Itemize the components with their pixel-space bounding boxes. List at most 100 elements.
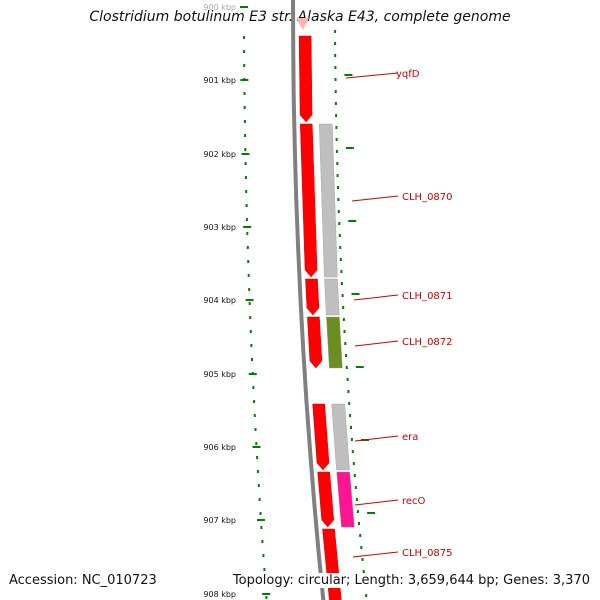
- tick-mark: [340, 270, 343, 273]
- gene-arrow: [298, 35, 313, 123]
- tick-mark: [341, 294, 344, 297]
- gene-arrow: [307, 316, 323, 369]
- gene-label: CLH_0872: [402, 337, 453, 348]
- ruler-label: 908 kbp: [203, 590, 236, 599]
- gene-label: era: [402, 432, 418, 443]
- gene-arrow: [322, 528, 342, 600]
- ruler-label: 904 kbp: [203, 296, 236, 305]
- tick-mark: [358, 522, 360, 525]
- tick-mark: [350, 426, 352, 429]
- gene-label: CLH_0870: [402, 192, 453, 203]
- tick-mark: [356, 510, 359, 513]
- ruler-label: 901 kbp: [203, 76, 236, 85]
- ruler-dash: [245, 299, 254, 301]
- tick-mark: [243, 92, 246, 95]
- cds-block-gray: [324, 278, 340, 316]
- ruler-dash: [243, 226, 252, 228]
- tick-mark: [243, 64, 246, 67]
- cds-block-pink: [336, 471, 355, 528]
- gene-arrow: [312, 403, 330, 471]
- ruler-dash: [256, 519, 265, 521]
- ruler-dash: [240, 79, 249, 81]
- tick-mark: [248, 288, 251, 291]
- tick-mark: [261, 540, 264, 543]
- gene-label: yqfD: [396, 69, 420, 80]
- ruler-label: 903 kbp: [203, 223, 236, 232]
- gene-label: CLH_0871: [402, 291, 453, 302]
- tick-mark: [247, 274, 250, 277]
- tick-mark: [355, 498, 358, 501]
- tick-mark-major: [355, 366, 364, 368]
- gene-arrow: [317, 471, 334, 528]
- tick-mark: [253, 414, 256, 417]
- tick-mark: [342, 318, 345, 321]
- tick-mark: [346, 378, 349, 381]
- ruler-dash: [252, 446, 261, 448]
- tick-mark: [250, 344, 253, 347]
- tick-mark: [352, 462, 355, 465]
- tick-mark: [244, 148, 247, 151]
- tick-mark: [243, 36, 246, 39]
- tick-mark-major: [367, 512, 376, 514]
- gene-label: CLH_0875: [402, 548, 453, 559]
- tick-mark: [360, 546, 363, 549]
- label-leader: [352, 551, 399, 558]
- tick-mark: [335, 126, 338, 129]
- tick-mark: [335, 150, 338, 153]
- label-leader: [353, 294, 399, 301]
- tick-mark: [337, 186, 339, 189]
- backbone-arc: [291, 0, 326, 600]
- tick-mark: [247, 260, 250, 263]
- tick-mark-major: [351, 293, 360, 295]
- ruler-label: 900 kbp: [203, 3, 236, 12]
- tick-mark: [365, 594, 368, 597]
- tick-mark: [249, 316, 252, 319]
- accession-text: Accession: NC_010723: [9, 573, 157, 588]
- tick-mark: [335, 114, 338, 117]
- label-leader: [354, 499, 399, 506]
- tick-mark-major: [344, 74, 353, 76]
- genome-title: Clostridium botulinum E3 str. Alaska E43…: [89, 9, 511, 25]
- tick-mark: [334, 42, 337, 45]
- tick-mark: [248, 302, 251, 305]
- position-ruler: 900 kbp 901 kbp 902 kbp 903 kbp 904 kbp 905 k…: [203, 3, 271, 599]
- tick-mark: [260, 526, 263, 529]
- tick-mark-major: [345, 147, 354, 149]
- tick-mark: [335, 138, 338, 141]
- tick-mark: [265, 596, 268, 599]
- tick-mark: [243, 106, 246, 109]
- tick-mark: [336, 174, 339, 177]
- tick-mark: [246, 232, 249, 235]
- tick-mark: [334, 102, 337, 105]
- tick-mark: [262, 554, 265, 557]
- tick-mark: [246, 246, 249, 249]
- tick-mark: [252, 386, 255, 389]
- tick-mark: [351, 450, 354, 453]
- tick-mark: [253, 400, 256, 403]
- tick-mark: [244, 176, 247, 179]
- tick-mark: [334, 78, 337, 81]
- tick-mark: [249, 330, 252, 333]
- tick-mark: [245, 218, 248, 221]
- tick-mark: [340, 282, 343, 285]
- cds-block-gray: [331, 403, 350, 471]
- tick-mark: [334, 90, 337, 93]
- ruler-dash: [240, 6, 249, 8]
- cds-block-green: [326, 316, 343, 369]
- gene-arrow: [299, 123, 318, 278]
- tick-mark: [337, 198, 340, 201]
- tick-mark: [342, 306, 345, 309]
- tick-mark: [336, 162, 339, 165]
- tick-mark: [263, 568, 266, 571]
- ruler-dash: [248, 373, 257, 375]
- tick-mark: [243, 50, 246, 53]
- ruler-label: 905 kbp: [203, 370, 236, 379]
- tick-mark: [344, 342, 347, 345]
- gene-arrow-faded: [296, 18, 309, 30]
- tick-mark: [339, 258, 342, 261]
- ruler-dash: [262, 593, 271, 595]
- tick-mark: [334, 30, 337, 33]
- ruler-label: 906 kbp: [203, 443, 236, 452]
